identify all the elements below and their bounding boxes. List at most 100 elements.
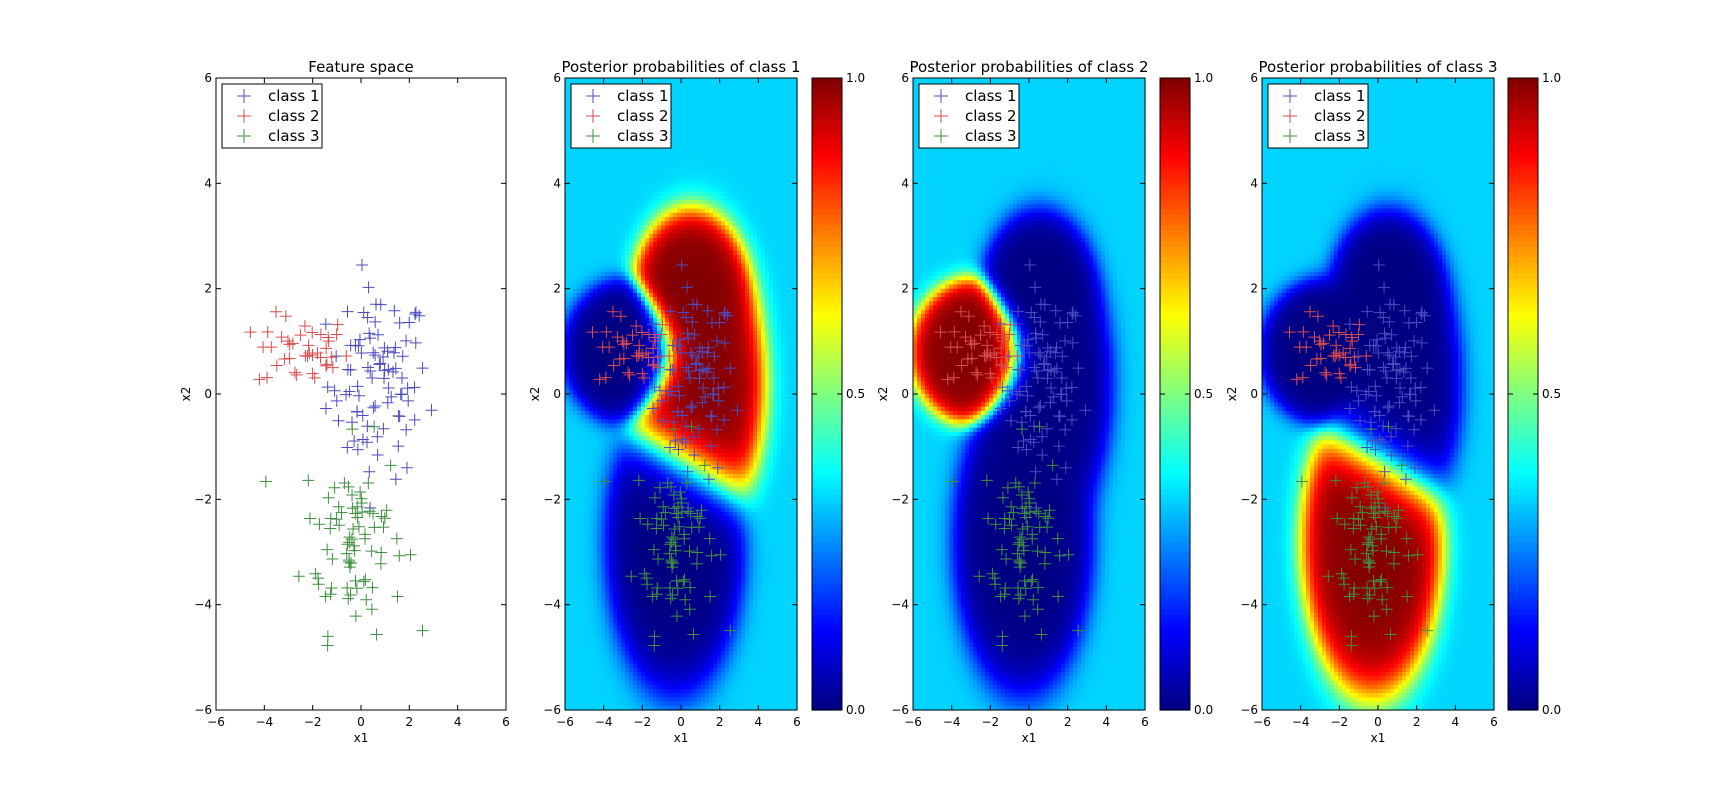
chart-title: Posterior probabilities of class 2 bbox=[910, 58, 1149, 76]
x-tick-label: −2 bbox=[304, 715, 322, 729]
point-class-2 bbox=[327, 362, 339, 374]
point-class-1 bbox=[425, 404, 437, 416]
point-class-1 bbox=[320, 318, 332, 330]
point-class-1 bbox=[322, 381, 334, 393]
x-tick-label: −4 bbox=[1292, 715, 1310, 729]
point-class-1 bbox=[320, 402, 332, 414]
point-class-1 bbox=[341, 442, 353, 454]
point-class-3 bbox=[324, 522, 336, 534]
point-class-1 bbox=[345, 364, 357, 376]
legend-entry: class 1 bbox=[617, 87, 669, 105]
y-tick-label: 4 bbox=[901, 176, 909, 190]
point-class-1 bbox=[397, 350, 409, 362]
point-class-2 bbox=[331, 328, 343, 340]
x-tick-label: 2 bbox=[1413, 715, 1421, 729]
x-tick-label: 6 bbox=[793, 715, 801, 729]
y-tick-label: 0 bbox=[901, 387, 909, 401]
point-class-1 bbox=[342, 364, 354, 376]
y-tick-label: −6 bbox=[1240, 703, 1258, 717]
point-class-2 bbox=[253, 373, 265, 385]
point-class-3 bbox=[346, 423, 358, 435]
point-class-1 bbox=[370, 298, 382, 310]
point-class-3 bbox=[381, 504, 393, 516]
x-tick-label: 2 bbox=[716, 715, 724, 729]
point-class-3 bbox=[325, 512, 337, 524]
point-class-1 bbox=[390, 473, 402, 485]
legend-entry: class 1 bbox=[965, 87, 1017, 105]
x-tick-label: −6 bbox=[904, 715, 922, 729]
point-class-1 bbox=[364, 332, 376, 344]
point-class-1 bbox=[382, 397, 394, 409]
point-class-1 bbox=[362, 361, 374, 373]
point-class-3 bbox=[375, 510, 387, 522]
point-class-2 bbox=[287, 337, 299, 349]
y-tick-label: 6 bbox=[901, 71, 909, 85]
y-axis-label: x2 bbox=[528, 387, 542, 402]
point-class-1 bbox=[417, 362, 429, 374]
y-tick-label: −6 bbox=[891, 703, 909, 717]
point-class-1 bbox=[396, 372, 408, 384]
point-class-3 bbox=[325, 588, 337, 600]
point-class-3 bbox=[302, 474, 314, 486]
y-tick-label: 4 bbox=[553, 176, 561, 190]
point-class-3 bbox=[358, 576, 370, 588]
x-tick-label: 2 bbox=[1064, 715, 1072, 729]
y-axis-label: x2 bbox=[876, 387, 890, 402]
point-class-3 bbox=[366, 603, 378, 615]
point-class-1 bbox=[400, 335, 412, 347]
point-class-2 bbox=[322, 332, 334, 344]
legend-entry: class 1 bbox=[268, 87, 320, 105]
point-class-1 bbox=[394, 317, 406, 329]
chart-title: Posterior probabilities of class 1 bbox=[562, 58, 801, 76]
point-class-2 bbox=[244, 326, 256, 338]
legend-entry: class 3 bbox=[1314, 127, 1366, 145]
colorbar-tick-label: 0.5 bbox=[1542, 387, 1561, 401]
point-class-3 bbox=[375, 546, 387, 558]
point-class-1 bbox=[352, 380, 364, 392]
point-class-1 bbox=[356, 259, 368, 271]
point-class-1 bbox=[329, 385, 341, 397]
point-class-3 bbox=[360, 594, 372, 606]
point-class-1 bbox=[363, 327, 375, 339]
x-tick-label: 0 bbox=[1025, 715, 1033, 729]
point-class-3 bbox=[366, 545, 378, 557]
colorbar: 0.00.51.0 bbox=[812, 71, 865, 717]
point-class-3 bbox=[371, 629, 383, 641]
point-class-1 bbox=[364, 365, 376, 377]
point-class-1 bbox=[355, 347, 367, 359]
y-tick-label: −6 bbox=[194, 703, 212, 717]
y-tick-label: 4 bbox=[1250, 176, 1258, 190]
y-tick-label: −2 bbox=[891, 492, 909, 506]
y-tick-label: −2 bbox=[1240, 492, 1258, 506]
y-tick-label: 0 bbox=[1250, 387, 1258, 401]
point-class-2 bbox=[291, 369, 303, 381]
point-class-1 bbox=[341, 306, 353, 318]
point-class-3 bbox=[342, 593, 354, 605]
y-tick-label: −2 bbox=[543, 492, 561, 506]
point-class-1 bbox=[409, 381, 421, 393]
x-tick-label: 4 bbox=[454, 715, 462, 729]
point-class-3 bbox=[331, 513, 343, 525]
point-class-3 bbox=[354, 486, 366, 498]
point-class-1 bbox=[392, 440, 404, 452]
point-class-1 bbox=[377, 423, 389, 435]
point-class-3 bbox=[322, 492, 334, 504]
point-class-2 bbox=[302, 350, 314, 362]
x-tick-label: 0 bbox=[357, 715, 365, 729]
point-class-2 bbox=[279, 353, 291, 365]
x-tick-label: 0 bbox=[677, 715, 685, 729]
x-tick-label: −2 bbox=[981, 715, 999, 729]
point-class-1 bbox=[363, 466, 375, 478]
chart-title: Posterior probabilities of class 3 bbox=[1259, 58, 1498, 76]
scatter-points bbox=[244, 259, 437, 651]
point-class-1 bbox=[352, 340, 364, 352]
point-class-2 bbox=[332, 319, 344, 331]
point-class-1 bbox=[400, 424, 412, 436]
y-tick-label: −4 bbox=[891, 598, 909, 612]
point-class-2 bbox=[340, 350, 352, 362]
point-class-1 bbox=[388, 347, 400, 359]
